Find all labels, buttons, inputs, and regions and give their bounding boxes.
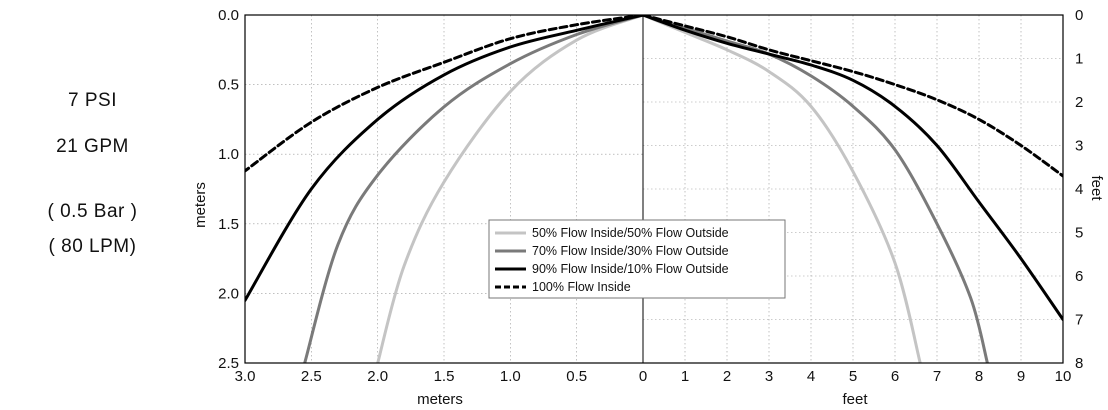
series-line-right-0 — [641, 15, 922, 363]
y-tick-label-right: 8 — [1075, 355, 1083, 372]
legend-label-90: 90% Flow Inside/10% Flow Outside — [532, 262, 729, 276]
x-tick-label-left: 2.0 — [367, 368, 388, 385]
x-tick-label-left: 2.5 — [301, 368, 322, 385]
x-tick-label-right: 4 — [807, 368, 815, 385]
x-tick-label-left: 3.0 — [235, 368, 256, 385]
series-group — [245, 15, 1063, 363]
x-tick-label-right: 6 — [891, 368, 899, 385]
y-tick-label-right: 0 — [1075, 7, 1083, 24]
legend-label-70: 70% Flow Inside/30% Flow Outside — [532, 244, 729, 258]
legend-label-100: 100% Flow Inside — [532, 280, 631, 294]
y-tick-label-left: 2.0 — [218, 285, 239, 302]
y-tick-label-right: 4 — [1075, 181, 1083, 198]
series-line-left-1 — [303, 15, 645, 363]
x-tick-label-right: 0 — [639, 368, 647, 385]
y-tick-label-right: 3 — [1075, 138, 1083, 155]
y-tick-label-right: 1 — [1075, 51, 1083, 68]
y-tick-label-right: 5 — [1075, 225, 1083, 242]
series-line-left-3 — [245, 15, 645, 173]
y-axis-label-left: meters — [192, 182, 209, 228]
x-tick-label-left: 1.0 — [500, 368, 521, 385]
series-line-right-2 — [641, 15, 1063, 321]
flow-gpm: 21 GPM — [56, 136, 129, 157]
x-tick-label-right: 8 — [975, 368, 983, 385]
y-tick-label-left: 0.5 — [218, 77, 239, 94]
y-tick-label-right: 7 — [1075, 312, 1083, 329]
x-tick-label-right: 2 — [723, 368, 731, 385]
y-tick-label-left: 2.5 — [218, 355, 239, 372]
x-tick-label-left: 1.5 — [434, 368, 455, 385]
series-line-left-2 — [245, 15, 645, 302]
x-tick-label-right: 3 — [765, 368, 773, 385]
x-tick-label-right: 10 — [1055, 368, 1072, 385]
series-line-left-0 — [376, 15, 645, 363]
y-tick-label-left: 1.0 — [218, 146, 239, 163]
flow-lpm: ( 80 LPM) — [48, 236, 137, 257]
series-line-right-1 — [641, 15, 989, 363]
x-tick-label-right: 5 — [849, 368, 857, 385]
x-tick-label-right: 1 — [681, 368, 689, 385]
y-tick-label-right: 2 — [1075, 94, 1083, 111]
x-tick-label-right: 7 — [933, 368, 941, 385]
series-line-right-3 — [641, 15, 1063, 178]
x-tick-label-right: 9 — [1017, 368, 1025, 385]
pressure-bar: ( 0.5 Bar ) — [47, 201, 138, 222]
y-tick-label-left: 1.5 — [218, 216, 239, 233]
pressure-psi: 7 PSI — [68, 90, 117, 111]
legend-label-50: 50% Flow Inside/50% Flow Outside — [532, 226, 729, 240]
legend-box — [488, 219, 786, 299]
legend: 50% Flow Inside/50% Flow Outside 70% Flo… — [488, 219, 786, 299]
x-tick-label-left: 0.5 — [566, 368, 587, 385]
x-axis-label-right: feet — [842, 391, 868, 408]
x-axis-label-left: meters — [417, 391, 463, 408]
y-axis-label-right: feet — [1088, 175, 1105, 201]
plot-frame — [244, 14, 1064, 364]
y-tick-label-right: 6 — [1075, 268, 1083, 285]
y-tick-label-left: 0.0 — [218, 7, 239, 24]
